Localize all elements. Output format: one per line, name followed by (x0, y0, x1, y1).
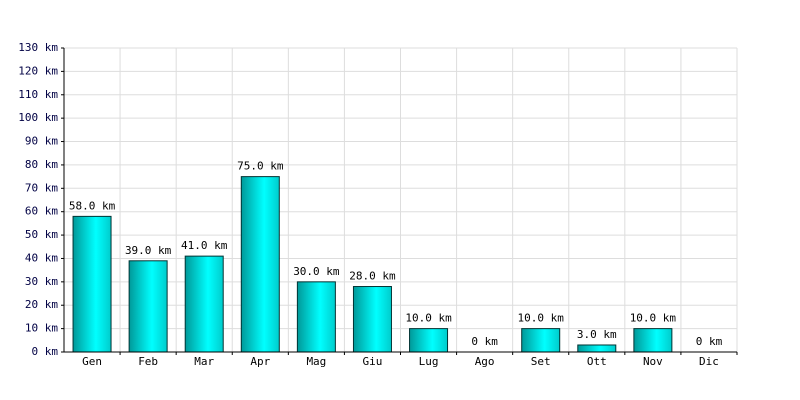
y-tick-label: 50 km (25, 228, 58, 241)
x-tick-label: Lug (419, 355, 439, 368)
bar (577, 344, 617, 353)
data-label: 41.0 km (181, 239, 228, 252)
y-tick-label: 10 km (25, 322, 58, 335)
data-label: 0 km (696, 335, 723, 348)
y-tick-label: 100 km (18, 111, 58, 124)
bar (128, 260, 168, 353)
x-tick-label: Dic (699, 355, 719, 368)
data-label: 10.0 km (405, 312, 452, 325)
x-tick-label: Feb (138, 355, 158, 368)
x-tick-label: Giu (363, 355, 383, 368)
y-tick-label: 120 km (18, 64, 58, 77)
y-tick-label: 90 km (25, 135, 58, 148)
data-label: 3.0 km (577, 328, 617, 341)
y-tick-label: 130 km (18, 41, 58, 54)
bar (72, 215, 112, 353)
x-tick-label: Apr (250, 355, 270, 368)
bar (521, 328, 561, 353)
x-tick-label: Nov (643, 355, 663, 368)
y-tick-label: 30 km (25, 275, 58, 288)
data-label: 58.0 km (69, 199, 116, 212)
y-tick-label: 70 km (25, 181, 58, 194)
data-label: 10.0 km (518, 312, 565, 325)
data-label: 10.0 km (630, 312, 677, 325)
y-tick-label: 20 km (25, 298, 58, 311)
x-tick-label: Ago (475, 355, 495, 368)
bar (352, 286, 392, 353)
y-tick-label: 60 km (25, 205, 58, 218)
x-tick-label: Mar (194, 355, 214, 368)
data-label: 39.0 km (125, 244, 172, 257)
y-tick-label: 40 km (25, 251, 58, 264)
data-label: 28.0 km (349, 270, 396, 283)
bar (409, 328, 449, 353)
data-label: 75.0 km (237, 160, 284, 173)
data-label: 30.0 km (293, 265, 340, 278)
bar (633, 328, 673, 353)
bar (240, 176, 280, 353)
y-tick-label: 110 km (18, 88, 58, 101)
y-tick-label: 80 km (25, 158, 58, 171)
bar (296, 281, 336, 353)
x-tick-label: Gen (82, 355, 102, 368)
y-tick-label: 0 km (32, 345, 59, 358)
x-tick-label: Set (531, 355, 551, 368)
data-label: 0 km (471, 335, 498, 348)
x-tick-label: Ott (587, 355, 607, 368)
x-tick-label: Mag (306, 355, 326, 368)
bar (184, 255, 224, 353)
